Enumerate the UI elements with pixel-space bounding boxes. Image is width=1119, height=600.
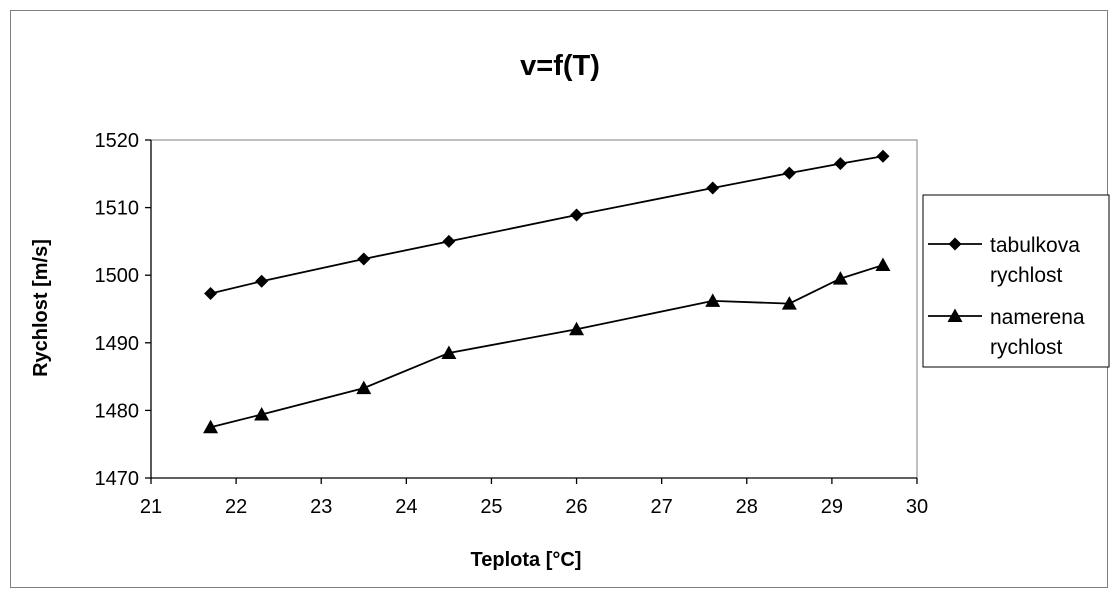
y-tick-label: 1510 [95, 198, 140, 220]
y-tick-label: 1470 [95, 468, 140, 490]
x-tick-label: 23 [310, 496, 332, 518]
data-point [875, 257, 891, 272]
chart-title: v=f(T) [520, 50, 600, 82]
y-tick-label: 1490 [95, 333, 140, 355]
legend-entry-1: tabulkova rychlost [928, 234, 1080, 287]
x-tick-label: 22 [225, 496, 247, 518]
x-axis-label: Teplota [°C] [471, 549, 582, 571]
data-point [203, 419, 219, 434]
data-point [833, 157, 847, 171]
data-point [442, 234, 456, 248]
legend-label: rychlost [990, 336, 1063, 359]
x-axis: 21 22 23 24 25 26 27 28 29 30 [140, 477, 928, 518]
y-tick-label: 1480 [95, 400, 140, 422]
data-point [876, 149, 890, 163]
data-point [356, 380, 372, 395]
y-tick-label: 1520 [95, 130, 140, 152]
data-point [254, 406, 270, 421]
plot-area [150, 139, 918, 479]
legend: tabulkova rychlost namerena rychlost [922, 194, 1110, 368]
y-tick-label: 1500 [95, 265, 140, 287]
data-point [441, 345, 457, 359]
data-point [705, 293, 721, 307]
data-point [832, 271, 848, 285]
x-tick-label: 27 [651, 496, 673, 518]
plot-border [150, 139, 918, 479]
x-tick-label: 24 [395, 496, 417, 518]
legend-label: tabulkova [990, 234, 1080, 257]
legend-box [922, 194, 1110, 368]
x-tick-label: 26 [565, 496, 587, 518]
legend-label: namerena [990, 306, 1085, 329]
data-point [255, 274, 269, 288]
x-tick-label: 28 [736, 496, 758, 518]
data-point [357, 252, 371, 266]
data-point [570, 208, 584, 222]
data-point [781, 296, 797, 310]
x-tick-label: 30 [906, 496, 928, 518]
data-point [782, 166, 796, 180]
diamond-marker-icon [948, 237, 962, 251]
legend-label: rychlost [990, 264, 1063, 287]
y-axis: 1470 1480 1490 1500 1510 1520 [95, 130, 152, 490]
series-layer [203, 149, 891, 434]
y-axis-label: Rychlost [m/s] [30, 239, 52, 377]
series-2 [203, 257, 891, 434]
series-1 [204, 149, 890, 300]
data-point [569, 321, 585, 336]
data-point [706, 181, 720, 195]
legend-entry-2: namerena rychlost [928, 306, 1085, 359]
triangle-marker-icon [947, 308, 963, 322]
data-point [204, 286, 218, 300]
x-tick-label: 21 [140, 496, 162, 518]
x-tick-label: 29 [821, 496, 843, 518]
x-tick-label: 25 [480, 496, 502, 518]
